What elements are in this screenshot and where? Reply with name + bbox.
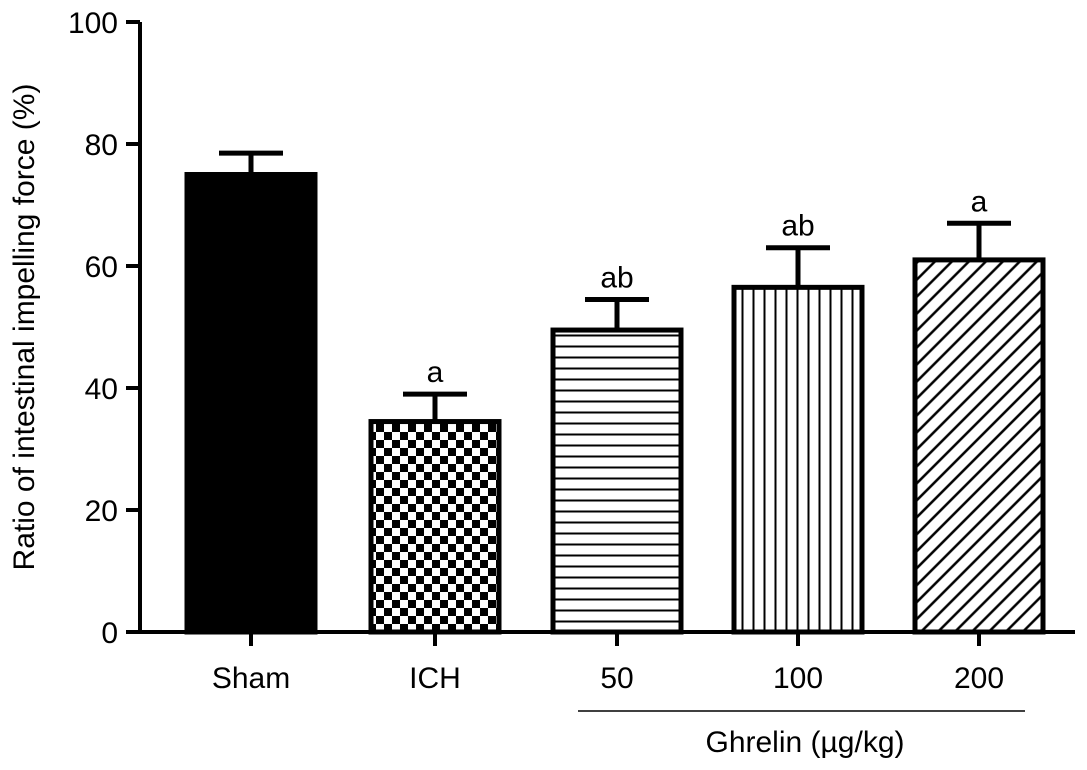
category-label: Sham — [212, 662, 290, 695]
category-label: 100 — [773, 662, 823, 695]
y-tick-label: 40 — [85, 373, 118, 406]
y-tick-label: 60 — [85, 251, 118, 284]
bar-100 — [731, 284, 865, 635]
category-labels: Sham ICH 50 100 200 — [212, 662, 1004, 695]
significance-label: a — [427, 356, 444, 389]
significance-labels: a ab ab a — [427, 185, 988, 389]
category-label: 50 — [600, 662, 633, 695]
bars — [184, 172, 1046, 635]
bar-200 — [912, 257, 1046, 635]
y-tick-label: 80 — [85, 129, 118, 162]
y-axis-label: Ratio of intestinal impelling force (%) — [8, 84, 41, 571]
bar-sham — [184, 172, 318, 635]
group-label: Ghrelin (µg/kg) — [705, 726, 904, 759]
y-tick-label: 0 — [101, 617, 118, 650]
category-label: 200 — [954, 662, 1004, 695]
significance-label: ab — [600, 262, 633, 295]
y-axis: 0 20 40 60 80 100 — [68, 7, 142, 650]
bar-ich — [368, 419, 502, 635]
significance-label: a — [971, 185, 988, 218]
significance-label: ab — [781, 210, 814, 243]
category-label: ICH — [409, 662, 461, 695]
y-tick-label: 20 — [85, 495, 118, 528]
y-tick-label: 100 — [68, 7, 118, 40]
bar-50 — [550, 327, 684, 635]
error-bars — [219, 150, 1011, 422]
